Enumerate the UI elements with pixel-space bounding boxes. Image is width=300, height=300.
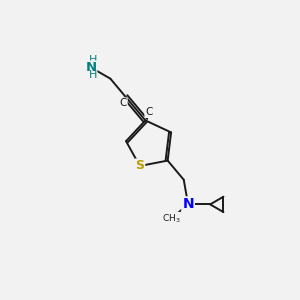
Text: CH$_3$: CH$_3$: [162, 212, 181, 225]
Text: N: N: [182, 197, 194, 212]
Text: H: H: [88, 55, 97, 65]
Text: H: H: [88, 70, 97, 80]
Text: C: C: [145, 107, 153, 117]
Text: N: N: [86, 61, 97, 74]
Text: S: S: [135, 160, 144, 172]
Text: C: C: [119, 98, 127, 108]
